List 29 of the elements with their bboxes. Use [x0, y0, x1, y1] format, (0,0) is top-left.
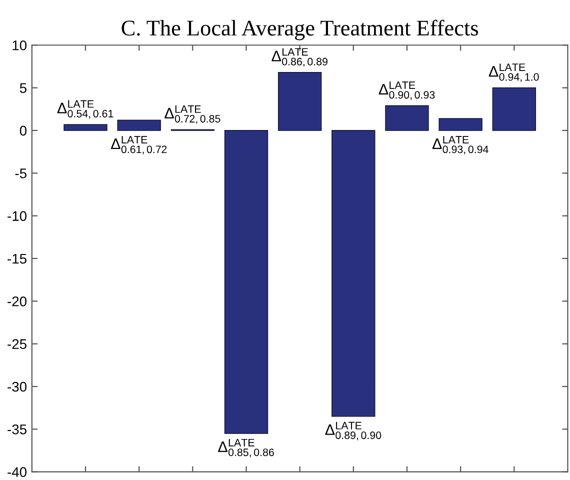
bar: [385, 105, 429, 131]
x-tick-label: Δ$^{LATE}$$_{0.90,0.93}$: [378, 82, 435, 100]
x-tick-label: Δ$^{LATE}$$_{0.85,0.86}$: [218, 438, 274, 458]
y-tick-label: 10: [12, 40, 27, 50]
x-tick-label: Δ$^{LATE}$$_{0.89,0.90}$: [325, 422, 382, 440]
y-tick-label: -25: [8, 339, 26, 349]
bar: [64, 124, 108, 131]
y-tick-label: -40: [8, 467, 27, 478]
x-tick-label: Δ$^{LATE}$$_{0.61,0.72}$: [111, 136, 167, 154]
bar: [438, 118, 482, 131]
y-tick-label: -15: [8, 254, 26, 264]
y-tick-label: 0: [20, 126, 27, 136]
bar: [224, 130, 268, 434]
bar: [492, 87, 536, 131]
x-tick-label: Δ$^{LATE}$$_{0.93,0.94}$: [432, 136, 488, 154]
y-tick-label: -10: [8, 211, 27, 221]
bar: [332, 130, 376, 417]
x-tick-label: Δ$^{LATE}$$_{0.54,0.61}$: [57, 100, 114, 119]
x-tick-label: Δ$^{LATE}$$_{0.94,1.0}$: [488, 64, 539, 82]
y-tick-label: 5: [20, 83, 26, 93]
x-tick-label: Δ$^{LATE}$$_{0.86,0.89}$: [272, 48, 328, 67]
y-tick-label: -30: [8, 382, 27, 392]
bar: [117, 120, 161, 131]
y-tick-label: -35: [8, 424, 26, 434]
y-tick-label: -5: [15, 168, 26, 178]
bar: [278, 72, 322, 131]
chart-title: C. The Local Average Treatment Effects: [122, 20, 478, 40]
y-tick-label: -20: [8, 296, 27, 306]
x-tick-label: Δ$^{LATE}$$_{0.72,0.85}$: [164, 105, 220, 124]
